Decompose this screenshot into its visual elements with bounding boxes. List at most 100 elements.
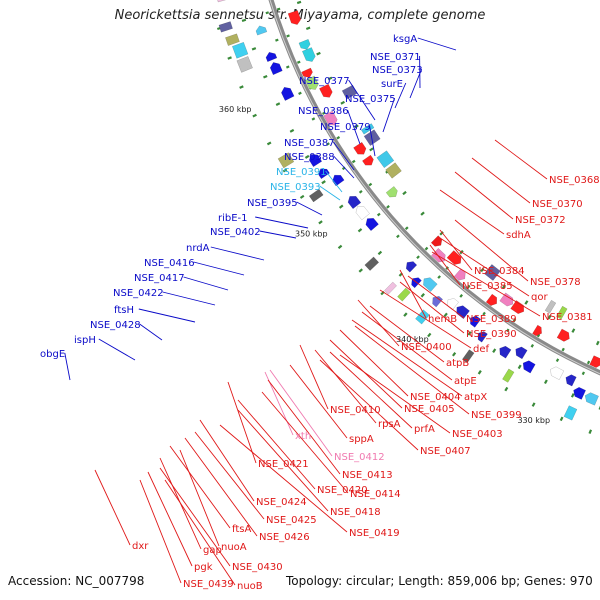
forward-gene — [332, 174, 345, 187]
reverse-gene-label: NSE_0412 — [334, 452, 385, 463]
reverse-gene-label: atpX — [464, 392, 487, 403]
reverse-leader-line — [159, 467, 231, 567]
forward-leader-line — [210, 246, 265, 261]
reverse-gene-label: NSE_0419 — [349, 528, 400, 539]
minor-tick — [358, 190, 363, 194]
minor-tick — [296, 60, 301, 64]
forward-gene-label: ispH — [74, 335, 96, 346]
reverse-gene — [485, 293, 498, 306]
reverse-leader-line — [147, 471, 193, 567]
minor-tick — [304, 154, 310, 159]
minor-tick — [403, 312, 408, 317]
reverse-leader-line — [237, 399, 316, 490]
reverse-leader-line — [219, 424, 348, 533]
forward-gene — [447, 298, 459, 311]
minor-tick — [517, 364, 522, 370]
minor-tick — [416, 255, 420, 260]
reverse-leader-line — [94, 469, 131, 546]
forward-gene-label: obgE — [40, 349, 65, 360]
forward-gene — [584, 392, 599, 406]
minor-tick — [480, 267, 485, 273]
minor-tick — [588, 429, 593, 434]
reverse-leader-line — [357, 299, 400, 347]
forward-leader-line — [394, 82, 407, 109]
minor-tick — [437, 275, 441, 279]
reverse-leader-line — [361, 311, 453, 381]
minor-tick — [555, 358, 560, 363]
minor-tick — [595, 340, 600, 346]
annotation-feature — [225, 33, 240, 46]
reverse-leader-line — [184, 437, 258, 537]
scale-tick-label: 340 kbp — [396, 335, 429, 344]
reverse-gene-label: nuoA — [221, 542, 247, 553]
forward-leader-line — [296, 201, 323, 216]
annotation-feature — [360, 123, 375, 135]
reverse-gene-label: pgk — [194, 562, 213, 573]
reverse-gene — [532, 324, 542, 337]
reverse-gene-label: NSE_0399 — [471, 410, 522, 421]
minor-tick — [263, 74, 268, 79]
minor-tick — [354, 124, 359, 129]
gene-labels: ksgA NSE_0371 NSE_0373 surE NSE_0377 NSE_0375… — [40, 34, 600, 592]
reverse-gene — [499, 292, 514, 307]
annotation-feature — [556, 305, 568, 320]
reverse-gene-label: NSE_0405 — [404, 404, 455, 415]
reverse-leader-line — [299, 344, 329, 410]
reverse-gene-label: NSE_0418 — [330, 507, 381, 518]
forward-gene-label: NSE_0393 — [270, 182, 321, 193]
forward-leader-line — [348, 79, 376, 121]
reverse-gene — [430, 235, 443, 247]
reverse-gene — [510, 300, 525, 315]
forward-gene-label: NSE_0422 — [113, 288, 164, 299]
forward-gene-label: ribE-1 — [218, 213, 248, 224]
forward-gene-label: ftsH — [114, 305, 134, 316]
minor-tick — [439, 231, 444, 236]
minor-tick — [396, 234, 400, 239]
annotation-feature — [364, 256, 380, 271]
reverse-gene-label: NSE_0385 — [462, 281, 513, 292]
accession-text: Accession: NC_007798 — [8, 574, 145, 588]
forward-gene — [405, 261, 418, 273]
genome-summary-text: Topology: circular; Length: 859,006 bp; … — [286, 574, 593, 588]
minor-tick — [358, 268, 363, 273]
forward-leader-line — [98, 338, 136, 361]
annotation-feature — [385, 162, 402, 179]
minor-tick — [285, 65, 290, 69]
minor-tick — [427, 332, 432, 338]
minor-tick — [265, 11, 270, 15]
minor-tick — [289, 128, 295, 133]
annotation-feature — [217, 0, 227, 3]
forward-gene — [423, 277, 438, 292]
annotation-feature — [502, 368, 515, 383]
forward-gene-label: ksgA — [393, 34, 417, 45]
minor-tick — [357, 228, 363, 233]
forward-gene — [365, 218, 379, 232]
forward-gene — [550, 366, 565, 381]
reverse-gene-label: NSE_0372 — [515, 215, 566, 226]
minor-tick — [404, 226, 409, 231]
annotation-feature — [563, 405, 578, 421]
minor-tick — [276, 7, 281, 11]
annotation-feature — [363, 129, 381, 146]
minor-tick — [571, 328, 576, 333]
reverse-leader-line — [471, 157, 531, 204]
label-leader-lines — [64, 37, 548, 586]
forward-gene — [355, 206, 370, 221]
forward-gene — [477, 331, 488, 343]
annotation-feature — [461, 349, 475, 364]
reverse-leader-line — [429, 244, 461, 286]
forward-leader-line — [193, 261, 245, 276]
forward-leader-line — [64, 352, 71, 381]
annotation-feature — [308, 188, 324, 203]
reverse-gene — [298, 38, 311, 50]
minor-tick — [530, 343, 535, 348]
minor-tick — [443, 312, 448, 318]
minor-tick — [327, 76, 333, 81]
reverse-gene-label: ftsA — [232, 524, 251, 535]
reverse-gene-label: NSE_0410 — [330, 405, 381, 416]
forward-gene — [308, 154, 323, 168]
reverse-leader-line — [379, 289, 472, 349]
minor-tick — [547, 314, 552, 320]
reverse-leader-line — [431, 251, 541, 317]
reverse-leader-line — [454, 219, 529, 282]
